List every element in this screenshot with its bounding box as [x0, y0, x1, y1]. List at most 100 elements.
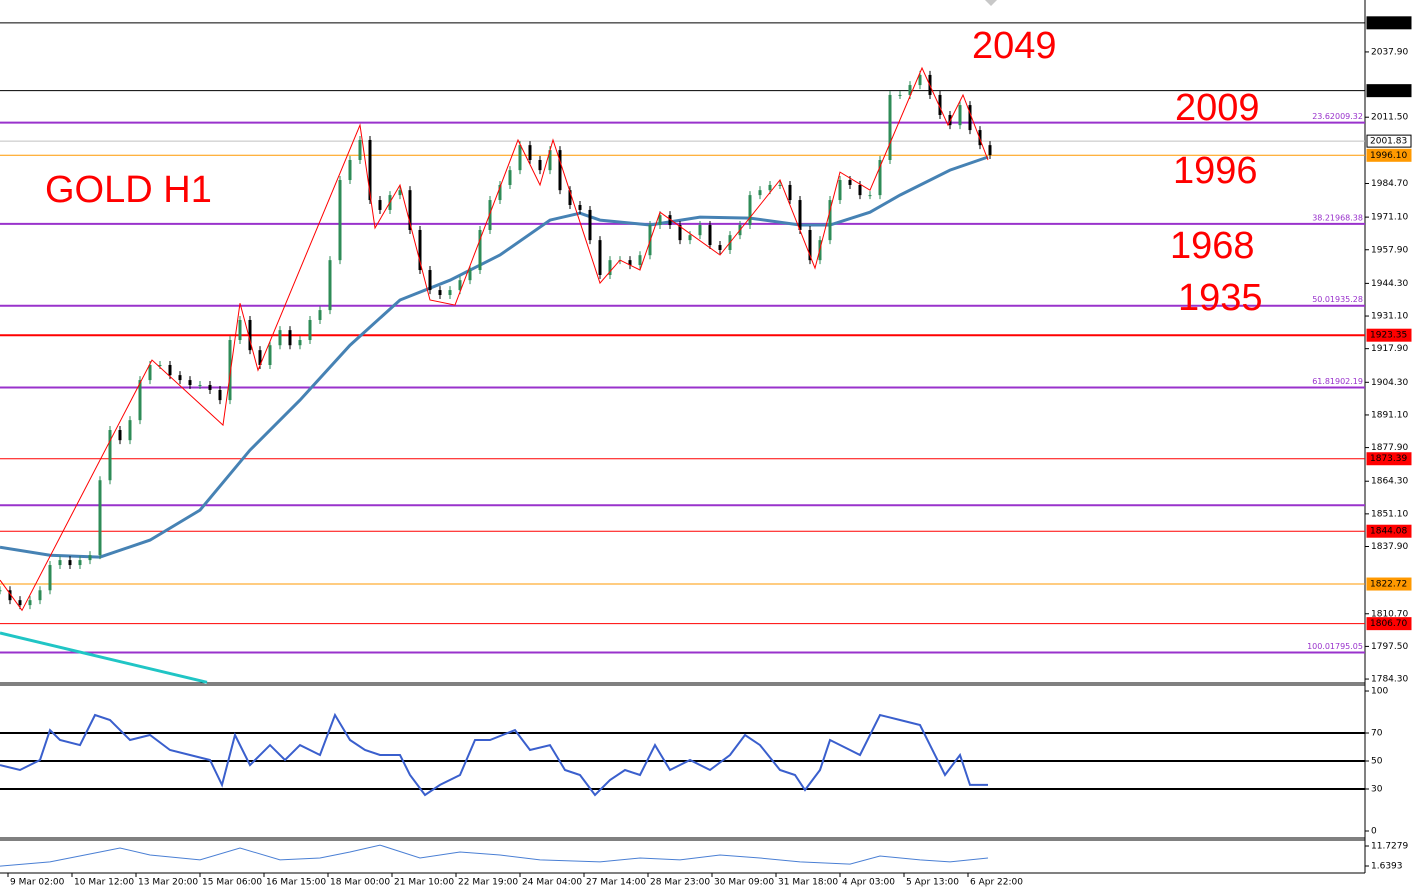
- candle: [98, 480, 102, 556]
- candle: [568, 190, 572, 205]
- candle: [588, 209, 592, 241]
- x-tick-label: 30 Mar 09:00: [714, 878, 774, 888]
- x-tick-label: 4 Apr 03:00: [842, 878, 895, 888]
- candle: [748, 195, 752, 226]
- candle: [438, 290, 442, 296]
- candle: [248, 319, 252, 351]
- x-tick-label: 18 Mar 00:00: [330, 878, 390, 888]
- trendline: [0, 631, 208, 684]
- annotation: 2009: [1175, 87, 1260, 129]
- price-label: 1923.35: [1370, 331, 1407, 341]
- scroll-marker: [985, 0, 997, 6]
- y-tick-label: 50: [1371, 757, 1383, 767]
- price-box: [1366, 617, 1412, 631]
- candle: [518, 145, 522, 171]
- candle: [538, 159, 542, 171]
- fib-ratio: 61.8: [1312, 377, 1330, 386]
- candle: [168, 364, 172, 376]
- x-tick-label: 28 Mar 23:00: [650, 878, 710, 888]
- candle: [108, 430, 112, 481]
- candle: [468, 270, 472, 281]
- candle: [578, 204, 582, 210]
- y-tick-label: 1944.30: [1371, 279, 1408, 289]
- fib-value: 2009.32: [1330, 112, 1363, 121]
- candle: [758, 190, 762, 196]
- price-label: 1844.08: [1370, 527, 1407, 537]
- zigzag: [0, 66, 989, 612]
- candle: [288, 330, 292, 346]
- y-tick-label: 11.7279: [1371, 842, 1408, 852]
- price-label: 1822.72: [1370, 580, 1407, 590]
- y-tick-label: 30: [1371, 785, 1383, 795]
- y-tick-label: 1797.50: [1371, 642, 1408, 652]
- candle: [118, 430, 122, 441]
- y-tick-label: 1837.90: [1371, 542, 1408, 552]
- x-tick-label: 16 Mar 15:00: [266, 878, 326, 888]
- candle: [198, 385, 202, 387]
- y-tick-label: 1810.70: [1371, 609, 1408, 619]
- price-box: [1366, 577, 1412, 591]
- y-tick-label: 1851.10: [1371, 509, 1408, 519]
- x-tick-label: 21 Mar 10:00: [394, 878, 454, 888]
- price-label: 1806.70: [1370, 619, 1407, 629]
- candle: [708, 225, 712, 246]
- candle: [218, 389, 222, 401]
- candle: [138, 380, 142, 421]
- candle: [938, 94, 942, 115]
- x-tick-label: 10 Mar 12:00: [74, 878, 134, 888]
- price-label: 2001.83: [1370, 137, 1407, 147]
- annotation: 2049: [972, 25, 1057, 67]
- candle: [128, 420, 132, 441]
- candle: [658, 215, 662, 226]
- candle: [778, 184, 782, 186]
- indicator-line: [0, 712, 988, 797]
- candle: [458, 280, 462, 291]
- candle: [688, 235, 692, 241]
- candle: [788, 184, 792, 201]
- y-tick-label: 1957.90: [1371, 245, 1408, 255]
- candle: [488, 200, 492, 230]
- candle: [58, 560, 62, 566]
- price-label: 2049.67: [1370, 18, 1407, 28]
- candle: [428, 270, 432, 291]
- x-tick-label: 9 Mar 02:00: [10, 878, 65, 888]
- y-tick-label: 0: [1371, 827, 1377, 837]
- x-tick-label: 31 Mar 18:00: [778, 878, 838, 888]
- y-tick-label: 2011.50: [1371, 113, 1408, 123]
- candle: [208, 385, 212, 390]
- fib-ratio: 50.0: [1312, 295, 1330, 304]
- fib-ratio: 100.0: [1307, 642, 1330, 651]
- candle: [958, 105, 962, 126]
- x-tick-label: 27 Mar 14:00: [586, 878, 646, 888]
- fib-ratio: 23.6: [1312, 112, 1330, 121]
- candle: [78, 560, 82, 566]
- candle: [28, 600, 32, 606]
- moving-average: [0, 155, 989, 559]
- candle: [678, 225, 682, 241]
- candle: [448, 290, 452, 296]
- y-tick-label: 1.6393: [1371, 861, 1403, 871]
- candle: [718, 245, 722, 251]
- annotation: 1968: [1170, 225, 1255, 267]
- candle: [628, 260, 632, 266]
- candle: [408, 190, 412, 230]
- candle: [908, 85, 912, 95]
- x-tick-label: 5 Apr 13:00: [906, 878, 959, 888]
- candle: [768, 184, 772, 191]
- x-tick-label: 24 Mar 04:00: [522, 878, 582, 888]
- candle: [368, 139, 372, 201]
- y-tick-label: 1864.30: [1371, 477, 1408, 487]
- candle: [858, 184, 862, 196]
- x-tick-label: 6 Apr 22:00: [970, 878, 1023, 888]
- candle: [498, 184, 502, 201]
- candle: [878, 159, 882, 196]
- price-box: [1366, 16, 1412, 30]
- y-tick-label: 1931.10: [1371, 312, 1408, 322]
- candle: [158, 364, 162, 366]
- fib-value: 1902.19: [1330, 377, 1363, 386]
- candle: [178, 375, 182, 381]
- candle: [798, 200, 802, 230]
- candle: [328, 260, 332, 311]
